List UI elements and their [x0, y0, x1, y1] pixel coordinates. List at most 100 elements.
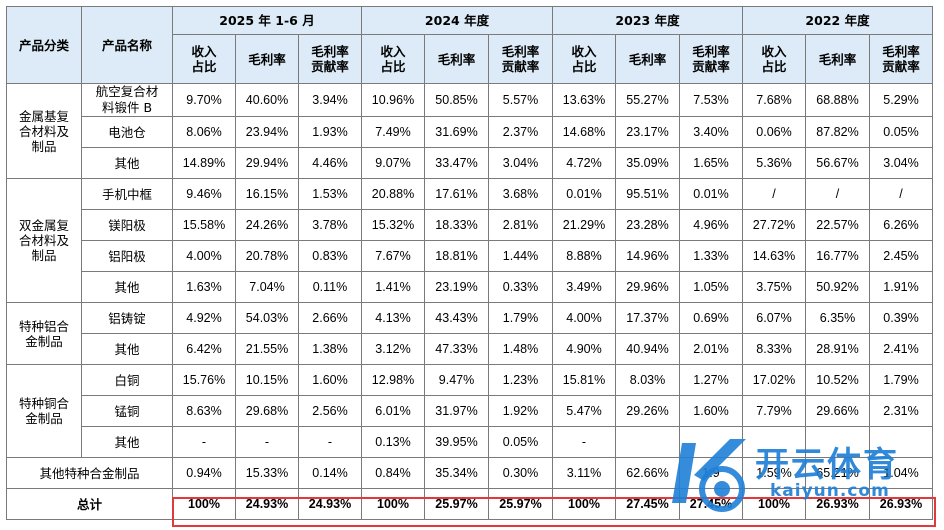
value-cell: /: [805, 178, 870, 210]
value-cell: 1.60%: [298, 364, 362, 396]
value-cell: 1.04%: [869, 457, 933, 489]
value-cell: /: [869, 178, 933, 210]
header-metric: 毛利率: [615, 34, 680, 84]
value-cell: 29.66%: [805, 395, 870, 427]
table-row: 镁阳极 15.58% 24.26% 3.78% 15.32% 18.33% 2.81% 21.…: [7, 209, 933, 241]
value-cell: -: [298, 426, 362, 458]
value-cell: -: [235, 426, 299, 458]
value-cell: 2.56%: [298, 395, 362, 427]
value-cell: 1.59%: [742, 457, 806, 489]
value-cell: 1.05%: [679, 271, 743, 303]
total-value-cell: 24.93%: [235, 488, 299, 520]
value-cell: 3.04%: [869, 147, 933, 179]
value-cell: 8.03%: [615, 364, 680, 396]
value-cell: 14.96%: [615, 240, 680, 272]
header-period: 2024 年度: [361, 6, 553, 35]
value-cell: 20.88%: [361, 178, 425, 210]
value-cell: 1.23%: [488, 364, 553, 396]
value-cell: 20.78%: [235, 240, 299, 272]
header-metric: 毛利率 贡献率: [679, 34, 743, 84]
header-metric: 毛利率 贡献率: [298, 34, 362, 84]
value-cell: 3.11%: [552, 457, 616, 489]
value-cell: 0.01%: [552, 178, 616, 210]
value-cell: [615, 426, 680, 458]
value-cell: 4.72%: [552, 147, 616, 179]
value-cell: 22.57%: [805, 209, 870, 241]
value-cell: 54.03%: [235, 302, 299, 334]
value-cell: 1.92%: [488, 395, 553, 427]
value-cell: 15.76%: [172, 364, 236, 396]
value-cell: 2.81%: [488, 209, 553, 241]
table-row: 电池仓 8.06% 23.94% 1.93% 7.49% 31.69% 2.37% 14.68…: [7, 116, 933, 148]
other-alloy-label: 其他特种合金制品: [6, 457, 173, 489]
total-value-cell: 26.93%: [805, 488, 870, 520]
value-cell: 35.09%: [615, 147, 680, 179]
value-cell: 1.44%: [488, 240, 553, 272]
table-row: 特种铜合 金制品 白铜 15.76% 10.15% 1.60% 12.98% 9.47% 1.2…: [6, 364, 933, 458]
value-cell: 1.60%: [679, 395, 743, 427]
product-cell: 铝阳极: [81, 240, 173, 272]
value-cell: 24.26%: [235, 209, 299, 241]
value-cell: 6.01%: [361, 395, 425, 427]
table-row: 其他特种合金制品 0.94% 15.33% 0.14% 0.84% 35.34% 0.30%…: [6, 457, 933, 489]
value-cell: 15.33%: [235, 457, 299, 489]
header-metric: 毛利率 贡献率: [869, 34, 933, 84]
value-cell: 5.36%: [742, 147, 806, 179]
value-cell: 62.66%: [615, 457, 680, 489]
value-cell: 65.21%: [805, 457, 870, 489]
value-cell: 0.01%: [679, 178, 743, 210]
value-cell: 17.02%: [742, 364, 806, 396]
header-metric: 毛利率: [805, 34, 870, 84]
value-cell: 21.29%: [552, 209, 616, 241]
value-cell: 27.72%: [742, 209, 806, 241]
value-cell: 50.92%: [805, 271, 870, 303]
value-cell: 50.85%: [424, 83, 489, 117]
value-cell: 3.12%: [361, 333, 425, 365]
value-cell: 2.41%: [869, 333, 933, 365]
category-cell: 金属基复 合材料及 制品: [6, 83, 82, 179]
header-period: 2022 年度: [742, 6, 933, 35]
value-cell: 1.91%: [869, 271, 933, 303]
value-cell: 4.13%: [361, 302, 425, 334]
value-cell: 10.52%: [805, 364, 870, 396]
total-value-cell: 100%: [742, 488, 806, 520]
value-cell: 21.55%: [235, 333, 299, 365]
total-value-cell: 100%: [361, 488, 425, 520]
product-cell: 铝铸锭: [81, 302, 173, 334]
value-cell: 5.29%: [869, 83, 933, 117]
value-cell: 55.27%: [615, 83, 680, 117]
value-cell: 14.63%: [742, 240, 806, 272]
product-cell: 镁阳极: [81, 209, 173, 241]
value-cell: 56.67%: [805, 147, 870, 179]
value-cell: 9.07%: [361, 147, 425, 179]
value-cell: 47.33%: [424, 333, 489, 365]
value-cell: 4.96%: [679, 209, 743, 241]
product-cell: 锰铜: [81, 395, 173, 427]
value-cell: 2.31%: [869, 395, 933, 427]
header-metric: 收入 占比: [361, 34, 425, 84]
value-cell: [742, 426, 806, 458]
total-value-cell: 25.97%: [488, 488, 553, 520]
value-cell: 29.68%: [235, 395, 299, 427]
value-cell: 1.65%: [679, 147, 743, 179]
value-cell: 6.35%: [805, 302, 870, 334]
value-cell: 0.13%: [361, 426, 425, 458]
value-cell: 3.68%: [488, 178, 553, 210]
product-cell: 白铜: [81, 364, 173, 396]
value-cell: 1.63%: [172, 271, 236, 303]
value-cell: 5.57%: [488, 83, 553, 117]
value-cell: 0.33%: [488, 271, 553, 303]
value-cell: 15.81%: [552, 364, 616, 396]
table-row: 铝阳极 4.00% 20.78% 0.83% 7.67% 18.81% 1.44% 8.88%…: [7, 240, 933, 272]
value-cell: 7.49%: [361, 116, 425, 148]
value-cell: [805, 426, 870, 458]
value-cell: 15.32%: [361, 209, 425, 241]
header-metric: 收入 占比: [552, 34, 616, 84]
value-cell: 14.89%: [172, 147, 236, 179]
value-cell: 17.61%: [424, 178, 489, 210]
value-cell: 1.33%: [679, 240, 743, 272]
header-metric: 毛利率: [235, 34, 299, 84]
value-cell: 8.88%: [552, 240, 616, 272]
total-label: 总计: [6, 488, 173, 520]
value-cell: 13.63%: [552, 83, 616, 117]
